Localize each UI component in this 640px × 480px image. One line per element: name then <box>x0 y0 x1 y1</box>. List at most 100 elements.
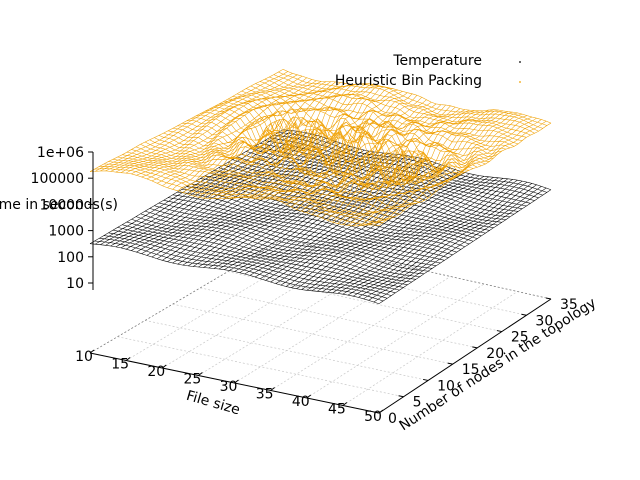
surface-mesh-line <box>177 191 457 253</box>
surface-mesh-line <box>135 146 421 203</box>
surface-mesh-line <box>214 104 490 164</box>
y-tick <box>521 313 527 316</box>
x-tick <box>234 379 239 384</box>
surface-mesh-line <box>131 219 416 280</box>
surface-mesh-line <box>108 161 396 217</box>
legend-label-temperature: Temperature <box>392 53 482 69</box>
surface-mesh-line <box>131 149 416 204</box>
surface-mesh-line <box>186 120 466 179</box>
surface-mesh-line <box>140 213 425 275</box>
y-axis-label: Number of nodes in the topology <box>397 295 600 434</box>
grid-line-x <box>342 291 518 406</box>
surface-mesh-line <box>126 151 412 206</box>
y-tick <box>398 395 404 398</box>
surface-mesh-line <box>94 168 384 225</box>
x-tick <box>378 409 384 414</box>
x-tick-label: 20 <box>147 364 165 380</box>
surface-mesh-line <box>89 243 380 304</box>
z-tick-label: 10000 <box>39 197 84 213</box>
z-axis-label: Time in seconds(s) <box>0 197 118 213</box>
surface-mesh-line <box>273 134 543 196</box>
y-tick-label: 35 <box>560 297 578 313</box>
surface-mesh-line <box>232 96 507 151</box>
surface-mesh-line <box>117 156 404 212</box>
legend-label-heuristic: Heuristic Bin Packing <box>335 73 482 89</box>
series-heuristic-surface <box>89 69 552 227</box>
x-tick-label: 10 <box>75 349 93 365</box>
surface-mesh-line <box>214 170 490 231</box>
surface-mesh-line <box>200 178 478 239</box>
surface-mesh-line <box>112 229 400 291</box>
y-tick-label: 20 <box>486 346 504 362</box>
grid-line-y <box>200 287 478 349</box>
grid-line-x <box>306 283 485 399</box>
surface-mesh-line <box>168 197 449 258</box>
x-tick <box>306 394 312 399</box>
z-tick-label: 1e+06 <box>37 145 84 161</box>
grid-line-x <box>162 253 351 369</box>
surface-mesh-line <box>269 76 539 132</box>
surface-mesh-line <box>250 85 523 141</box>
z-tick-label: 100 <box>57 250 84 266</box>
x-tick-label: 30 <box>220 379 238 395</box>
y-tick-label: 5 <box>413 395 422 411</box>
axes: 10 15 20 25 30 35 40 45 50 05 10 15 20 25 30 35 10 100 100… <box>31 145 578 427</box>
surface-mesh-line <box>99 238 388 299</box>
surface-mesh-line <box>204 109 482 169</box>
y-tick <box>545 297 552 300</box>
surface-mesh-line <box>273 74 543 129</box>
surface-mesh-line <box>246 88 519 145</box>
surface-mesh-line <box>112 159 400 215</box>
y-tick-label: 30 <box>535 313 553 329</box>
back-edge-far <box>282 238 552 300</box>
surface-mesh-line <box>241 153 515 215</box>
surface-mesh-line <box>232 159 507 220</box>
surface-mesh-line <box>282 69 552 124</box>
x-tick <box>125 357 131 361</box>
surface-mesh-line <box>172 128 453 185</box>
x-tick-label: 50 <box>364 409 382 425</box>
legend: Temperature Heuristic Bin Packing <box>335 53 521 89</box>
surface-mesh-line <box>227 98 502 155</box>
grid-line-x <box>270 276 451 391</box>
legend-marker-heuristic <box>519 81 521 83</box>
x-tick-label: 40 <box>292 394 310 410</box>
z-tick-label: 100000 <box>31 171 84 187</box>
y-tick <box>447 362 453 365</box>
surface-mesh-line <box>103 235 392 296</box>
surface-mesh-line <box>259 81 531 136</box>
surface-mesh-line <box>103 163 392 220</box>
surface-mesh-line <box>154 205 437 266</box>
y-tick <box>472 346 478 349</box>
surface-mesh-line <box>255 83 527 138</box>
surface-mesh-line <box>99 166 388 222</box>
surface-mesh-line <box>236 93 511 149</box>
grid-line-y <box>117 336 404 398</box>
surface-mesh-line <box>158 202 441 264</box>
surface-mesh-line <box>122 224 408 285</box>
x-tick <box>89 349 95 354</box>
surface-mesh-line <box>108 232 396 294</box>
surface-mesh-line <box>126 221 412 283</box>
z-tick-label: 10 <box>66 276 84 292</box>
surface-mesh-line <box>282 129 552 190</box>
z-tick-label: 1000 <box>48 224 84 240</box>
x-tick-label: 45 <box>328 402 346 418</box>
surface-mesh-line <box>209 172 486 234</box>
surface-mesh-line <box>177 125 457 183</box>
surface-mesh-line <box>158 135 441 189</box>
grid-line-y <box>227 271 502 332</box>
x-tick <box>198 372 203 376</box>
grid-line-x <box>125 246 317 361</box>
surface-mesh-line <box>163 200 445 261</box>
surface-mesh-line <box>181 122 461 180</box>
x-tick <box>342 402 348 406</box>
surface-mesh-line <box>94 240 384 302</box>
y-tick <box>423 378 429 381</box>
surface-mesh-line <box>269 137 539 199</box>
surface-mesh-line <box>259 143 531 204</box>
x-tick-label: 15 <box>111 357 129 373</box>
surface-mesh-line <box>95 71 288 172</box>
surface-mesh-line <box>117 227 404 288</box>
y-tick <box>373 411 380 414</box>
